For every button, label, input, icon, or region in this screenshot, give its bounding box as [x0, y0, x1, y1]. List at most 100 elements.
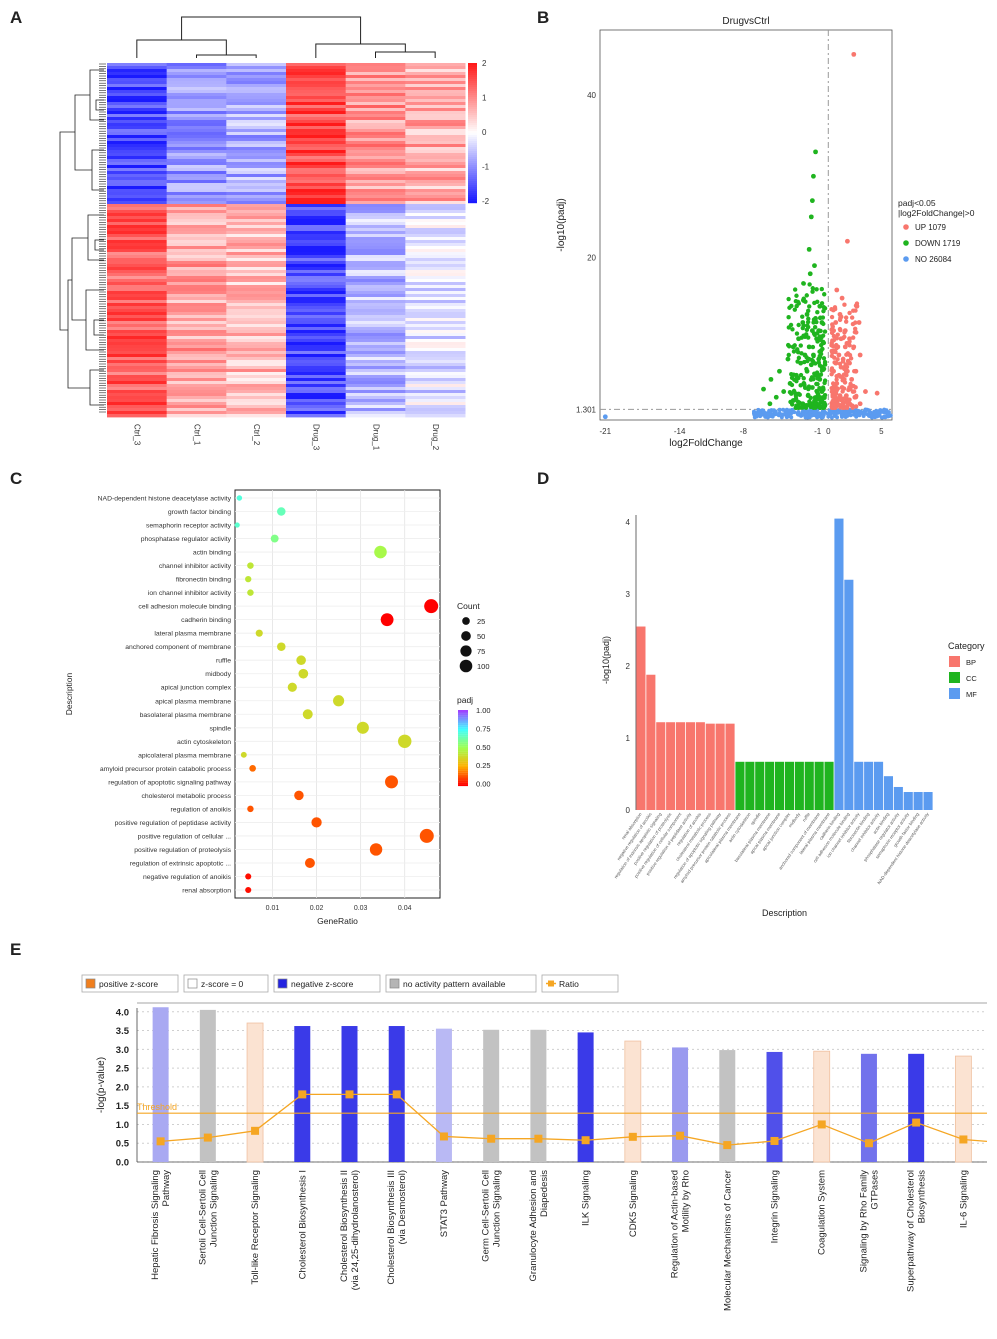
- heatmap-cell: [345, 99, 406, 103]
- pathway-label: STAT3 Pathway: [439, 1170, 450, 1237]
- colorbar-step: [468, 95, 477, 98]
- heatmap-cell: [405, 168, 466, 172]
- colorbar-step: [468, 85, 477, 88]
- heatmap-cell: [107, 123, 168, 127]
- heatmap-cell: [405, 141, 466, 145]
- heatmap-cell: [345, 321, 406, 325]
- heatmap-cell: [345, 126, 406, 130]
- pathway-label: Junction Signaling: [208, 1170, 219, 1247]
- heatmap-cell: [405, 90, 466, 94]
- heatmap-cell: [166, 102, 227, 106]
- dotplot-frame: [234, 489, 441, 899]
- heatmap-cell: [405, 195, 466, 199]
- heatmap-cell: [226, 84, 287, 88]
- colorbar-step: [468, 105, 477, 108]
- size-legend-dot: [462, 617, 470, 625]
- volcano-point: [801, 281, 806, 286]
- term-label: ion channel inhibitor activity: [148, 590, 232, 597]
- heatmap-cell: [166, 390, 227, 394]
- term-dot: [247, 562, 254, 569]
- heatmap-cell: [226, 168, 287, 172]
- heatmap-cell: [345, 366, 406, 370]
- heatmap-cell: [405, 114, 466, 118]
- colorbar-step: [468, 103, 477, 106]
- heatmap-cell: [107, 81, 168, 85]
- heatmap-cell: [286, 375, 347, 379]
- heatmap-cell: [107, 282, 168, 286]
- colorbar-step: [458, 734, 468, 737]
- volcano-point: [811, 353, 816, 359]
- colorbar-step: [468, 149, 477, 152]
- y-tick-label: 4.0: [116, 1007, 129, 1018]
- heatmap-cell: [345, 309, 406, 313]
- volcano-point: [829, 353, 835, 359]
- volcano-point: [804, 413, 809, 418]
- heatmap-cell: [345, 72, 406, 76]
- heatmap-cell: [345, 87, 406, 91]
- heatmap-cell: [166, 120, 227, 124]
- y-tick-label: 2: [626, 662, 631, 671]
- term-dot: [385, 775, 398, 789]
- volcano-point: [789, 303, 794, 309]
- heatmap-cell: [345, 84, 406, 88]
- volcano-point: [820, 413, 825, 418]
- heatmap-cell: [226, 228, 287, 232]
- heatmap-cell: [345, 240, 406, 244]
- color-legend-tick: 0.50: [476, 743, 491, 752]
- heatmap-cell: [405, 171, 466, 175]
- volcano-point: [816, 411, 821, 416]
- volcano-point: [801, 333, 806, 338]
- row-dendrogram-branch: [59, 131, 75, 331]
- heatmap-cell: [107, 258, 168, 262]
- heatmap-cell: [345, 228, 406, 232]
- heatmap-cell: [286, 333, 347, 337]
- heatmap-cell: [345, 288, 406, 292]
- heatmap-cell: [345, 105, 406, 109]
- volcano-point: [786, 352, 791, 358]
- heatmap-cell: [286, 183, 347, 187]
- pathway-label: Coagulation System: [817, 1170, 828, 1255]
- volcano-point: [753, 414, 758, 419]
- y-tick-label: 0: [626, 806, 631, 815]
- heatmap-cell: [345, 339, 406, 343]
- heatmap-cell: [107, 279, 168, 283]
- volcano-point: [821, 403, 826, 409]
- heatmap-cell: [405, 333, 466, 337]
- heatmap-cell: [226, 195, 287, 199]
- heatmap-cell: [345, 243, 406, 247]
- heatmap-cell: [166, 249, 227, 253]
- heatmap-cell: [107, 216, 168, 220]
- volcano-point: [806, 246, 812, 252]
- legend-swatch: [903, 224, 909, 230]
- colorbar-step: [468, 147, 477, 150]
- colorbar-step: [458, 772, 468, 775]
- heatmap-cell: [226, 291, 287, 295]
- heatmap-cell: [405, 354, 466, 358]
- heatmap-cell: [226, 387, 287, 391]
- volcano-point: [842, 302, 847, 307]
- heatmap-cell: [345, 285, 406, 289]
- heatmap-cell: [286, 351, 347, 355]
- colorbar-step: [468, 81, 477, 84]
- heatmap-cell: [166, 132, 227, 136]
- pathway-label: Superpathway of Cholesterol: [906, 1170, 917, 1292]
- heatmap-cell: [166, 183, 227, 187]
- volcano-point: [834, 346, 839, 351]
- volcano-point: [769, 412, 774, 417]
- heatmap-cell: [107, 138, 168, 142]
- heatmap-cell: [345, 279, 406, 283]
- heatmap-cell: [226, 327, 287, 331]
- volcano-point: [863, 407, 868, 412]
- colorbar-step: [468, 161, 477, 164]
- heatmap-cell: [345, 210, 406, 214]
- heatmap-cell: [345, 270, 406, 274]
- x-tick-label: 0.01: [266, 905, 280, 912]
- pathway-label: CDK5 Signaling: [628, 1170, 639, 1237]
- heatmap-cell: [345, 378, 406, 382]
- heatmap-cell: [345, 351, 406, 355]
- heatmap-cell: [226, 120, 287, 124]
- y-tick-label: 2.5: [116, 1064, 130, 1075]
- volcano-point: [794, 378, 799, 384]
- heatmap-cell: [166, 342, 227, 346]
- heatmap-cell: [405, 180, 466, 184]
